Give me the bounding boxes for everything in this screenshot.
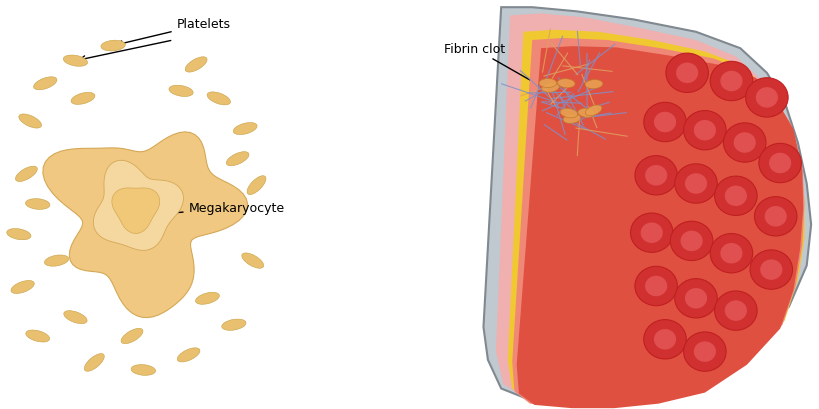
Ellipse shape — [177, 348, 200, 362]
Circle shape — [665, 54, 708, 93]
Polygon shape — [516, 47, 802, 408]
Polygon shape — [93, 161, 183, 251]
Ellipse shape — [585, 106, 601, 117]
Circle shape — [634, 267, 676, 306]
Circle shape — [758, 144, 800, 183]
Ellipse shape — [221, 319, 246, 330]
Circle shape — [720, 72, 742, 92]
Circle shape — [755, 88, 777, 108]
Circle shape — [683, 111, 726, 151]
Circle shape — [713, 291, 756, 330]
Text: Platelets: Platelets — [117, 18, 230, 47]
Circle shape — [674, 279, 717, 318]
Circle shape — [713, 177, 756, 216]
Circle shape — [709, 234, 752, 273]
Ellipse shape — [64, 311, 87, 324]
Ellipse shape — [195, 292, 219, 305]
Circle shape — [674, 164, 717, 204]
Ellipse shape — [118, 216, 144, 258]
Ellipse shape — [25, 199, 50, 210]
Circle shape — [724, 186, 746, 207]
Circle shape — [684, 174, 706, 194]
Circle shape — [733, 133, 755, 153]
Circle shape — [675, 63, 698, 84]
Polygon shape — [111, 189, 160, 234]
Circle shape — [684, 288, 706, 309]
Ellipse shape — [11, 281, 34, 294]
Ellipse shape — [104, 200, 143, 217]
Circle shape — [680, 231, 702, 252]
Polygon shape — [495, 14, 803, 404]
Ellipse shape — [207, 93, 230, 106]
Ellipse shape — [233, 123, 257, 135]
Ellipse shape — [185, 58, 207, 73]
Ellipse shape — [34, 78, 57, 90]
Circle shape — [645, 276, 667, 297]
Circle shape — [724, 301, 746, 321]
Ellipse shape — [577, 109, 595, 118]
Ellipse shape — [141, 170, 162, 216]
Circle shape — [753, 197, 796, 236]
Circle shape — [693, 121, 715, 141]
Ellipse shape — [242, 253, 264, 269]
Circle shape — [640, 223, 662, 243]
Circle shape — [683, 332, 726, 371]
Ellipse shape — [143, 216, 170, 248]
Ellipse shape — [63, 56, 88, 67]
Ellipse shape — [143, 213, 180, 225]
Circle shape — [763, 207, 786, 227]
Text: Megakaryocyte: Megakaryocyte — [146, 202, 284, 216]
Circle shape — [643, 320, 686, 359]
Ellipse shape — [84, 354, 104, 371]
Circle shape — [693, 342, 715, 362]
Circle shape — [654, 112, 676, 133]
Ellipse shape — [143, 199, 186, 218]
Ellipse shape — [226, 152, 249, 166]
Ellipse shape — [585, 81, 602, 90]
Circle shape — [768, 153, 790, 174]
Ellipse shape — [71, 93, 95, 105]
Polygon shape — [483, 8, 810, 405]
Ellipse shape — [44, 255, 69, 267]
Circle shape — [709, 62, 752, 101]
Circle shape — [722, 124, 765, 163]
Polygon shape — [507, 31, 803, 405]
Ellipse shape — [559, 109, 577, 119]
Circle shape — [654, 329, 676, 350]
Ellipse shape — [16, 167, 38, 182]
Ellipse shape — [247, 176, 265, 195]
Ellipse shape — [124, 166, 145, 216]
Circle shape — [749, 250, 792, 290]
Polygon shape — [43, 133, 247, 318]
Ellipse shape — [7, 229, 31, 240]
Polygon shape — [512, 39, 803, 407]
Text: Fibrin clot: Fibrin clot — [443, 43, 563, 100]
Circle shape — [634, 156, 676, 196]
Circle shape — [630, 213, 672, 253]
Circle shape — [759, 260, 781, 280]
Circle shape — [720, 243, 742, 264]
Ellipse shape — [131, 365, 156, 375]
Ellipse shape — [538, 79, 556, 88]
Ellipse shape — [121, 328, 143, 344]
Ellipse shape — [101, 41, 125, 52]
Ellipse shape — [541, 84, 559, 93]
Circle shape — [669, 222, 712, 261]
Ellipse shape — [25, 330, 50, 342]
Ellipse shape — [169, 86, 193, 97]
Circle shape — [645, 166, 667, 186]
Circle shape — [643, 103, 686, 142]
Circle shape — [744, 79, 787, 118]
Ellipse shape — [563, 115, 580, 124]
Ellipse shape — [557, 79, 574, 89]
Ellipse shape — [101, 213, 143, 234]
Ellipse shape — [19, 115, 42, 129]
